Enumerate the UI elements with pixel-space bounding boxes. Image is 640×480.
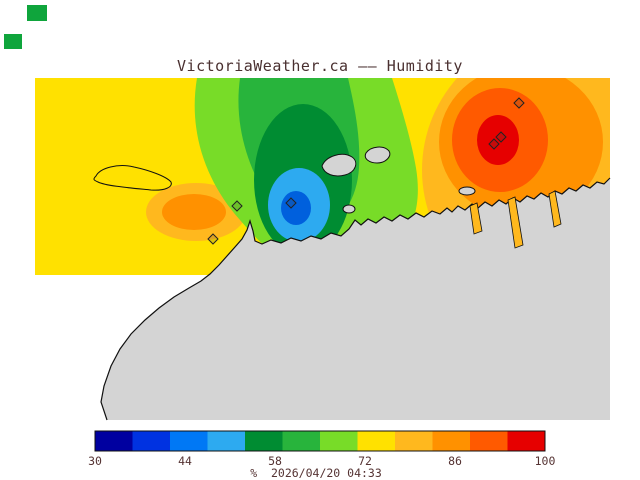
colorbar-tick-label: 30 bbox=[88, 454, 102, 468]
island bbox=[458, 186, 476, 196]
colorbar-segment bbox=[170, 431, 208, 451]
station-marker bbox=[207, 233, 219, 245]
station-marker bbox=[495, 131, 507, 143]
island bbox=[342, 204, 356, 214]
colorbar-segment bbox=[282, 431, 321, 451]
station-marker bbox=[231, 200, 243, 212]
colorbar bbox=[95, 431, 546, 451]
green-square-badge-left bbox=[4, 34, 22, 49]
colorbar-segment bbox=[432, 431, 471, 451]
colorbar-tick-label: 72 bbox=[358, 454, 372, 468]
colorbar-tick-label: 86 bbox=[448, 454, 462, 468]
inlet bbox=[469, 202, 483, 235]
colorbar-segment bbox=[132, 431, 171, 451]
inlet bbox=[548, 190, 562, 228]
colorbar-border bbox=[94, 430, 546, 452]
coastline bbox=[100, 177, 611, 421]
colorbar-segment bbox=[395, 431, 433, 451]
station-marker bbox=[285, 197, 297, 209]
inlets bbox=[469, 190, 562, 249]
colorbar-segment bbox=[507, 431, 546, 451]
contour-field bbox=[35, 78, 610, 275]
timestamp-line: % 2026/04/20 04:33 bbox=[250, 466, 382, 480]
colorbar-segment bbox=[95, 431, 133, 451]
green-square-badge-top bbox=[27, 5, 47, 21]
station-marker bbox=[513, 97, 525, 109]
colorbar-tick-label: 100 bbox=[534, 454, 556, 468]
contour-orange-left bbox=[162, 194, 226, 230]
colorbar-segment bbox=[470, 431, 508, 451]
station-markers bbox=[207, 97, 525, 245]
contour-red-core bbox=[477, 115, 519, 165]
island bbox=[364, 146, 391, 164]
island-outline-west bbox=[93, 165, 172, 191]
islands bbox=[321, 146, 476, 214]
landmass bbox=[101, 178, 610, 420]
contour-blue-core bbox=[281, 191, 311, 225]
colorbar-tick-labels: 30 44 58 72 86 100 bbox=[0, 454, 640, 468]
colorbar-segment bbox=[320, 431, 358, 451]
colorbar-segment bbox=[207, 431, 246, 451]
station-marker bbox=[488, 138, 500, 150]
colorbar-segment bbox=[357, 431, 396, 451]
island bbox=[321, 153, 357, 177]
page-title: VictoriaWeather.ca –– Humidity bbox=[177, 57, 463, 75]
inlet bbox=[507, 196, 524, 249]
colorbar-tick-label: 58 bbox=[268, 454, 282, 468]
colorbar-segment bbox=[245, 431, 283, 451]
colorbar-tick-label: 44 bbox=[178, 454, 192, 468]
